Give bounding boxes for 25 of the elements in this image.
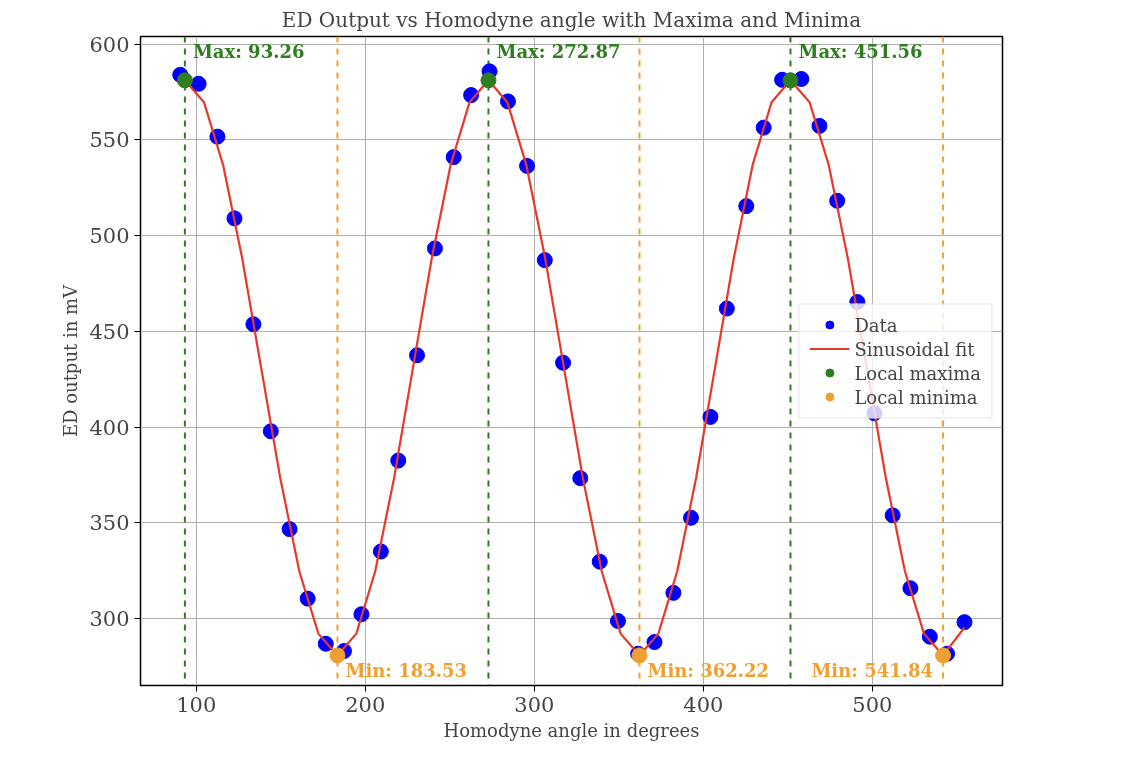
y-tick-label: 300 bbox=[89, 606, 130, 631]
legend-label: Sinusoidal fit bbox=[854, 338, 975, 359]
annotation: Min: 362.22 bbox=[647, 660, 770, 682]
x-tick-label: 500 bbox=[852, 692, 893, 717]
annotation: Max: 93.26 bbox=[192, 41, 305, 63]
annotation: Max: 451.56 bbox=[798, 41, 923, 63]
legend-label: Local minima bbox=[854, 386, 978, 407]
x-axis-title: Homodyne angle in degrees bbox=[443, 719, 700, 741]
annotation: Max: 272.87 bbox=[496, 41, 621, 63]
annotation: Min: 183.53 bbox=[345, 660, 468, 682]
annotation: Min: 541.84 bbox=[811, 660, 934, 682]
y-tick-label: 500 bbox=[89, 224, 130, 249]
x-tick-label: 400 bbox=[683, 692, 724, 717]
legend-label: Data bbox=[854, 314, 898, 335]
chart-title: ED Output vs Homodyne angle with Maxima and Minima bbox=[281, 7, 862, 32]
y-tick-label: 600 bbox=[89, 32, 130, 57]
x-tick-label: 200 bbox=[345, 692, 386, 717]
y-tick-label: 400 bbox=[89, 415, 130, 440]
y-tick-label: 450 bbox=[89, 319, 130, 344]
y-axis-title: ED output in mV bbox=[60, 283, 82, 438]
y-tick-label: 350 bbox=[89, 511, 130, 536]
x-tick-label: 300 bbox=[514, 692, 555, 717]
x-tick-label: 100 bbox=[176, 692, 217, 717]
y-tick-label: 550 bbox=[89, 128, 130, 153]
legend-label: Local maxima bbox=[854, 362, 981, 383]
